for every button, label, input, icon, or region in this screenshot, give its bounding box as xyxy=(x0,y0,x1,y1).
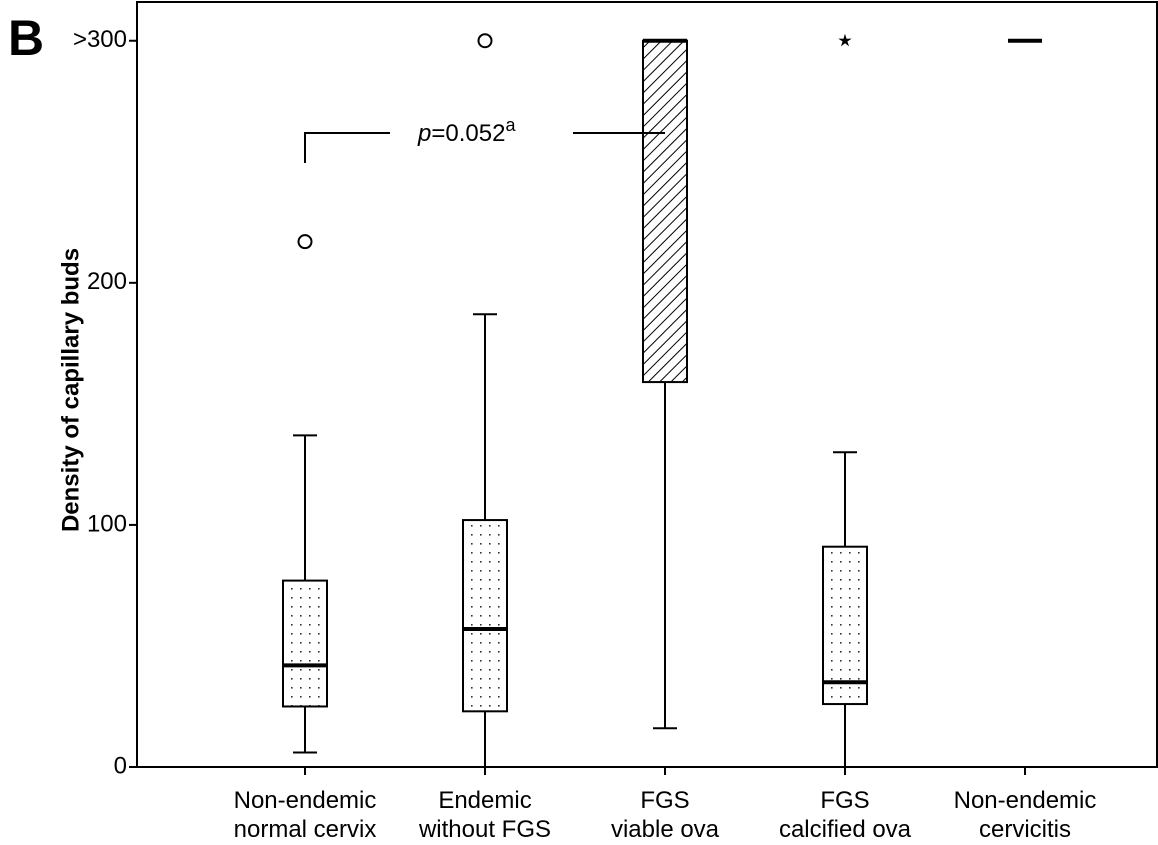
outlier xyxy=(297,234,313,250)
x-tick-label: Non-endemic cervicitis xyxy=(953,787,1097,843)
annotation-superscript: a xyxy=(505,115,516,135)
box xyxy=(462,519,508,713)
y-tick-label: 100 xyxy=(87,510,127,537)
y-tick-label: 0 xyxy=(114,752,127,779)
box xyxy=(642,39,688,384)
box xyxy=(822,545,868,706)
outlier xyxy=(838,33,852,47)
x-tick-label: Endemic without FGS xyxy=(418,787,552,843)
x-tick-label: FGS calcified ova xyxy=(778,787,912,843)
y-tick-label: >300 xyxy=(73,26,127,53)
annotation-text: =0.052 xyxy=(431,120,505,147)
panel-label: B xyxy=(8,10,44,66)
x-tick-label: Non-endemic normal cervix xyxy=(233,787,377,843)
bracket xyxy=(304,132,390,163)
y-tick-label: 200 xyxy=(87,268,127,295)
outlier xyxy=(477,33,493,49)
y-axis-label: Density of capillary buds xyxy=(57,248,84,532)
x-tick-label: FGS viable ova xyxy=(610,787,720,843)
annotation-italic: p xyxy=(417,120,431,147)
annotation: p=0.052a xyxy=(417,115,516,148)
box xyxy=(282,579,328,708)
plot-frame xyxy=(136,1,1158,768)
